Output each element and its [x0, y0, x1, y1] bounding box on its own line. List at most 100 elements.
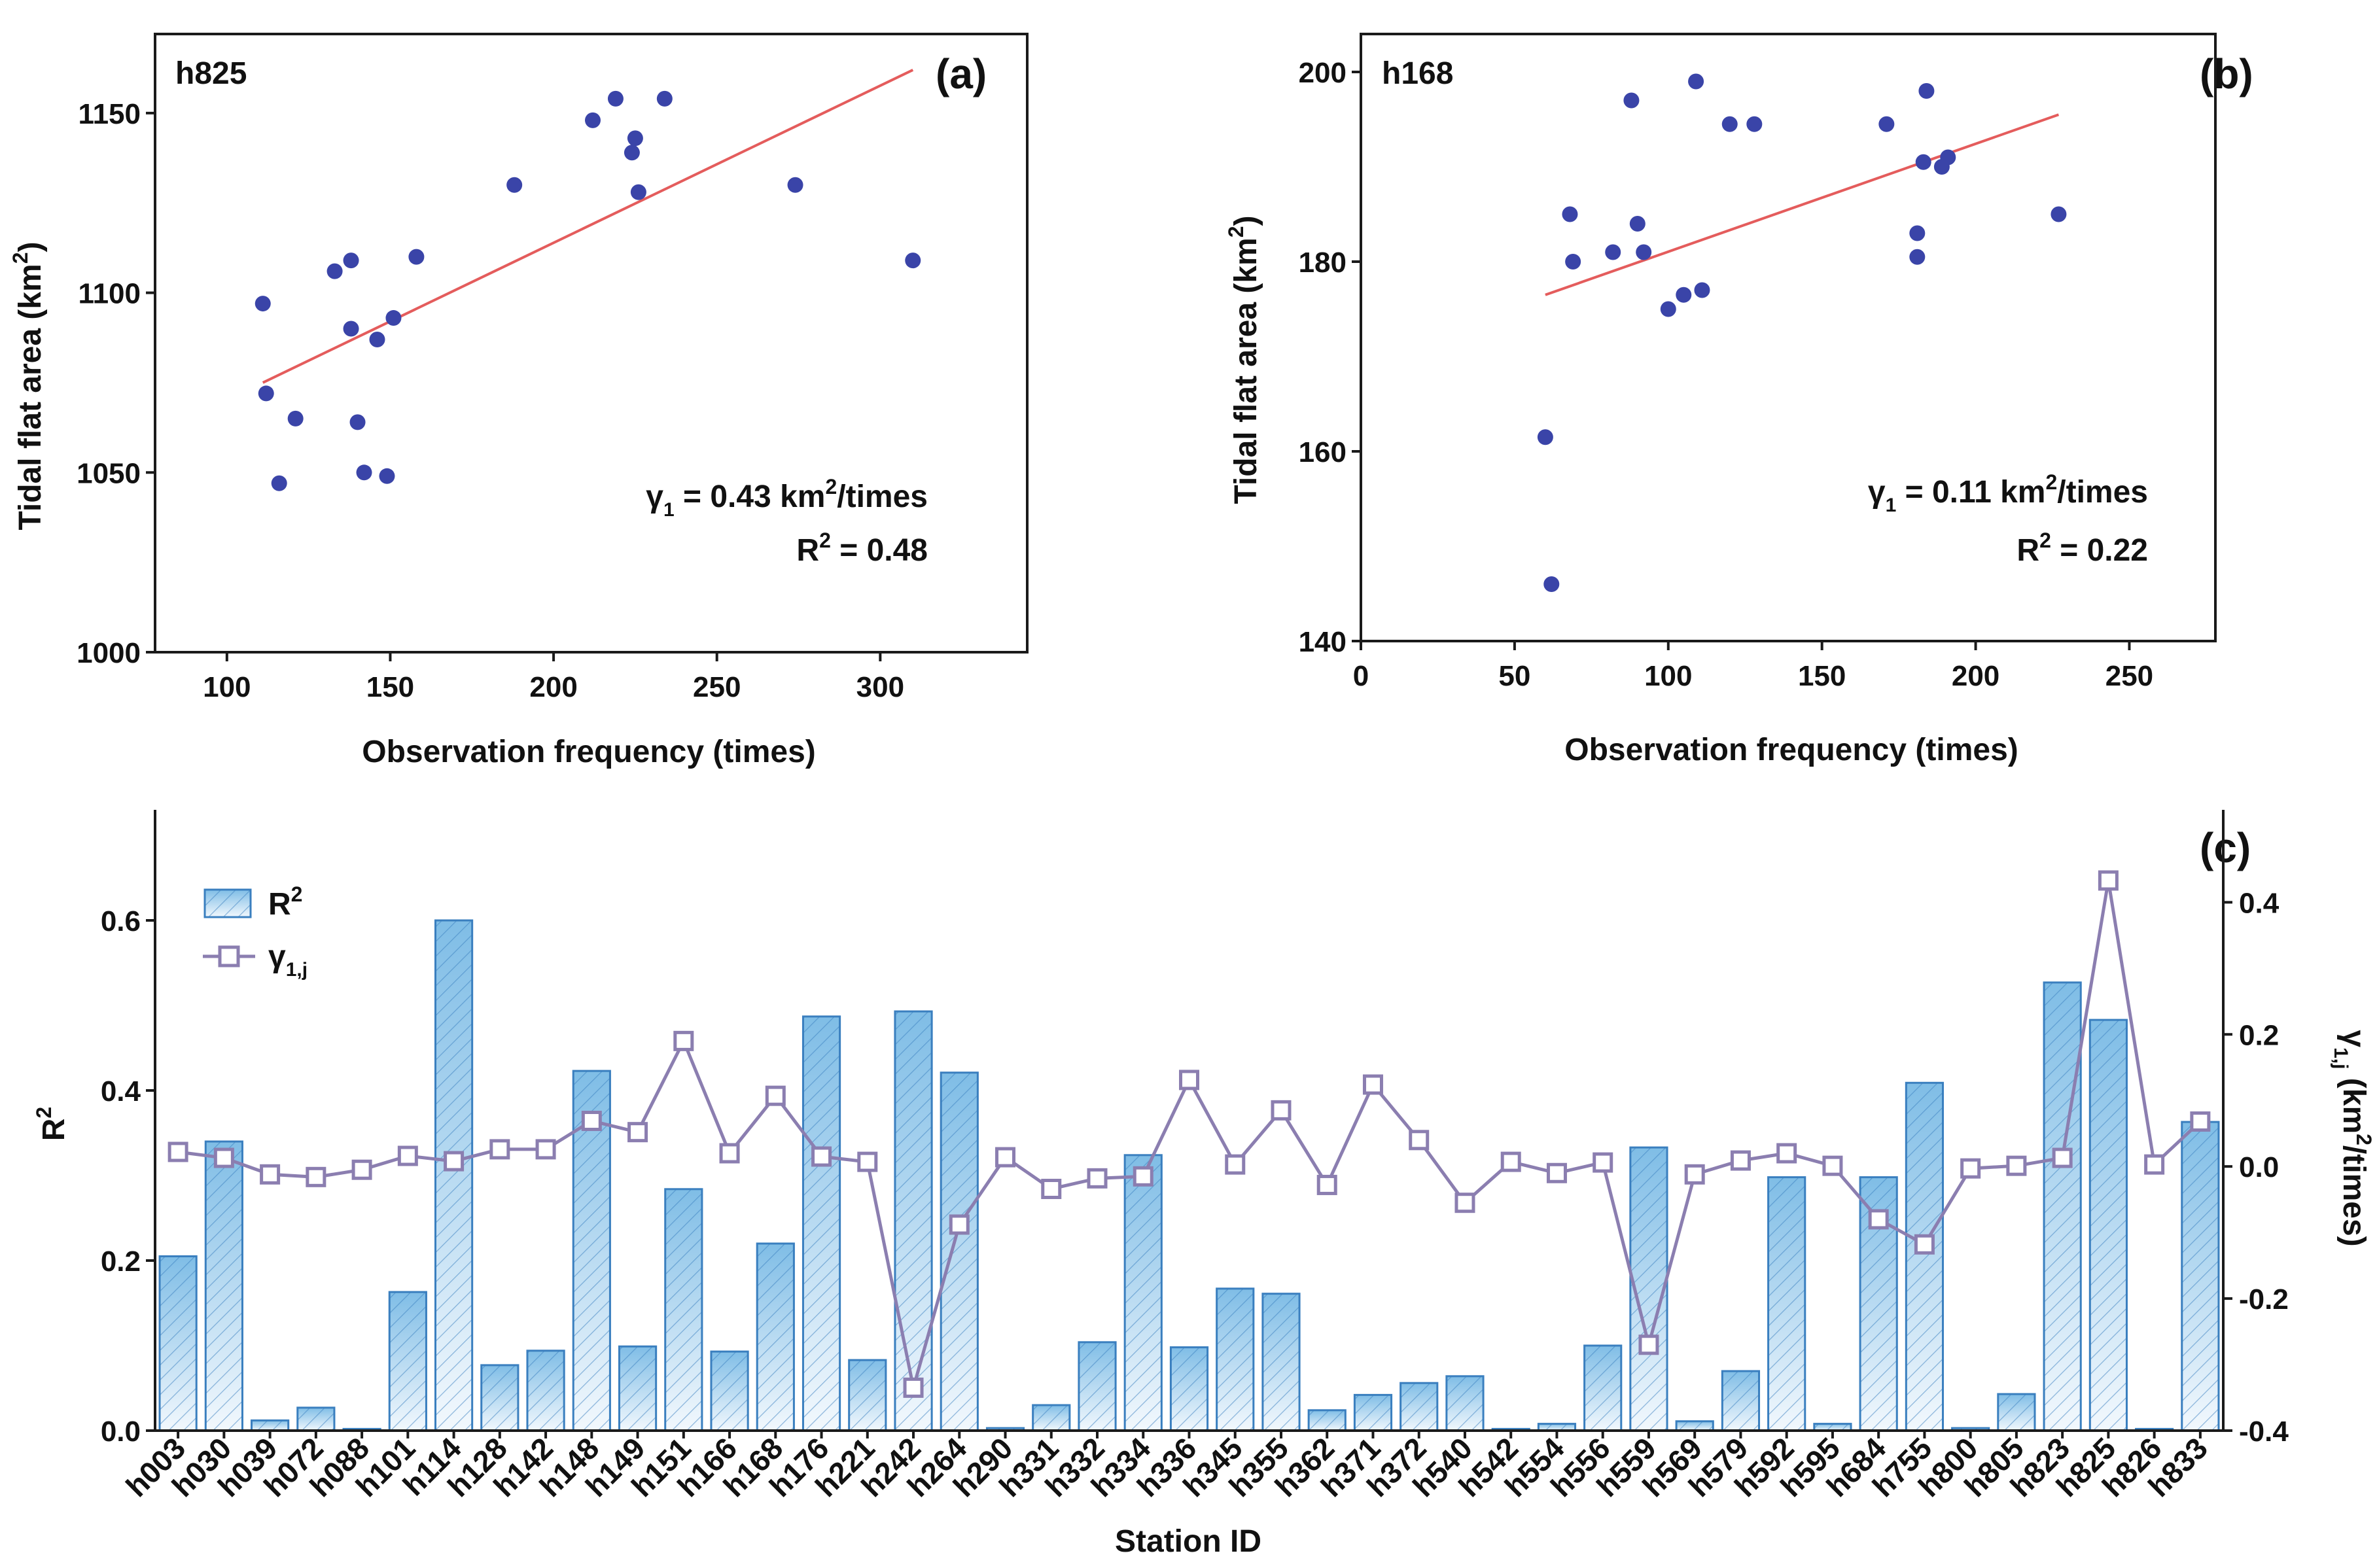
panel-b-y-tick-label: 180 [1299, 247, 1347, 279]
gamma-marker-h805 [2006, 1155, 2027, 1176]
r2-bar-h149 [618, 1345, 658, 1432]
panel-a-x-tick-label: 200 [529, 671, 577, 703]
gamma-marker-h542 [1500, 1151, 1521, 1172]
gamma-marker-h332 [1087, 1168, 1108, 1189]
panel-b-x-tick-label: 50 [1498, 660, 1530, 692]
panel-c-right-tick-label: 0.0 [2239, 1151, 2279, 1183]
gamma-marker-h039 [260, 1164, 281, 1185]
r2-bar-h579 [1721, 1370, 1761, 1432]
gamma-marker-h540 [1454, 1193, 1475, 1213]
panel-a-data-point [607, 90, 624, 107]
gamma-marker-h825 [2098, 870, 2119, 891]
r2-bar-h372 [1400, 1382, 1439, 1432]
r2-bar-h331 [1032, 1404, 1071, 1432]
gamma-marker-h114 [444, 1151, 465, 1172]
panel-a-data-point [506, 177, 523, 193]
r2-bar-h540 [1445, 1375, 1485, 1432]
panel-b-data-point [1605, 244, 1621, 260]
panel-c-right-tick-label: 0.4 [2239, 887, 2280, 919]
panel-b-y-tick-label: 200 [1299, 57, 1347, 89]
panel-a-data-point [408, 249, 425, 265]
gamma-marker-h559 [1638, 1334, 1659, 1355]
gamma-marker-h264 [949, 1214, 970, 1235]
panel-b-gamma-annotation: γ1 = 0.11 km2/times [1868, 470, 2148, 516]
gamma-marker-h101 [397, 1145, 418, 1166]
panel-b-data-point [1918, 83, 1935, 99]
r2-bar-h569 [1675, 1420, 1714, 1432]
r2-bar-h755 [1905, 1081, 1945, 1432]
panel-a-fit-line [262, 69, 914, 384]
gamma-marker-h372 [1409, 1130, 1430, 1151]
r2-bar-h101 [388, 1291, 427, 1432]
r2-bar-h003 [158, 1255, 198, 1432]
panel-b-data-point [1543, 576, 1560, 592]
panel-b-y-axis-title: Tidal flat area (km2) [1224, 215, 1263, 504]
panel-a-y-tick-label: 1100 [79, 278, 141, 310]
panel-c-right-tick-label: -0.2 [2239, 1283, 2289, 1315]
gamma-marker-h592 [1776, 1143, 1797, 1164]
panel-b-data-point [1676, 287, 1692, 303]
gamma-marker-h554 [1546, 1162, 1567, 1183]
panel-a-data-point [787, 177, 803, 193]
panel-a-x-tick-label: 300 [856, 671, 904, 703]
panel-a-data-point [385, 310, 402, 326]
gamma-marker-h684 [1868, 1209, 1889, 1230]
r2-bar-h355 [1261, 1293, 1301, 1432]
gamma-marker-h030 [213, 1147, 234, 1168]
gamma-marker-h833 [2190, 1111, 2211, 1132]
panel-a-gamma-annotation: γ1 = 0.43 km2/times [646, 475, 928, 521]
panel-a-data-point [287, 410, 304, 427]
legend-gamma-label: γ1,j [268, 939, 308, 981]
gamma-marker-h168 [765, 1085, 786, 1106]
panel-a-r2-annotation: R2 = 0.48 [796, 529, 928, 568]
panel-b-data-point [1562, 206, 1578, 222]
panel-b-data-point [1746, 116, 1763, 132]
gamma-marker-h755 [1914, 1234, 1935, 1255]
r2-bar-h334 [1123, 1154, 1163, 1432]
panel-b-x-tick-label: 250 [2105, 660, 2153, 692]
r2-bar-h592 [1767, 1176, 1806, 1432]
r2-bar-h114 [434, 919, 474, 1432]
r2-bar-h030 [204, 1140, 243, 1432]
panel-c-x-axis-title: Station ID [1115, 1524, 1261, 1559]
panel-c-left-tick-label: 0.6 [101, 905, 141, 937]
panel-a-data-point [258, 385, 274, 402]
panel-a-data-point [343, 321, 359, 337]
panel-b-data-point [1688, 73, 1704, 90]
r2-bar-h166 [710, 1350, 749, 1432]
r2-bar-h825 [2088, 1019, 2128, 1432]
gamma-marker-h149 [627, 1122, 648, 1143]
panel-b-x-tick-label: 100 [1644, 660, 1692, 692]
panel-a-data-point [905, 253, 921, 269]
gamma-marker-h331 [1041, 1178, 1062, 1199]
panel-b-y-tick-label: 160 [1299, 436, 1347, 468]
panel-b-data-point [1909, 249, 1926, 265]
panel-a-x-tick-label: 150 [366, 671, 414, 703]
panel-b-data-point [1694, 282, 1710, 298]
gamma-marker-h142 [535, 1139, 556, 1160]
r2-bar-h221 [848, 1359, 887, 1432]
r2-bar-h151 [664, 1188, 703, 1432]
panel-c-left-tick-label: 0.4 [101, 1075, 141, 1107]
r2-bar-h072 [296, 1406, 336, 1432]
legend-r2-label: R2 [268, 882, 302, 922]
panel-a-data-point [369, 332, 385, 348]
panel-b-x-tick-label: 200 [1952, 660, 1999, 692]
panel-b-data-point [1878, 116, 1895, 132]
panel-b-label: (b) [2200, 50, 2253, 97]
r2-bar-h142 [526, 1350, 565, 1432]
r2-bar-h805 [1997, 1393, 2036, 1432]
panel-a-data-point [271, 475, 287, 491]
panel-a-data-point [584, 112, 601, 128]
panel-b-x-axis-title: Observation frequency (times) [1564, 733, 2018, 767]
gamma-marker-h334 [1133, 1166, 1153, 1187]
panel-c-label: (c) [2200, 824, 2251, 871]
r2-bar-h128 [480, 1364, 519, 1432]
r2-bar-h371 [1353, 1393, 1393, 1432]
panel-b-x-tick-label: 0 [1353, 660, 1369, 692]
panel-b-fit-line [1545, 113, 2060, 296]
r2-bar-h823 [2043, 981, 2082, 1432]
r2-bar-h176 [801, 1015, 841, 1432]
